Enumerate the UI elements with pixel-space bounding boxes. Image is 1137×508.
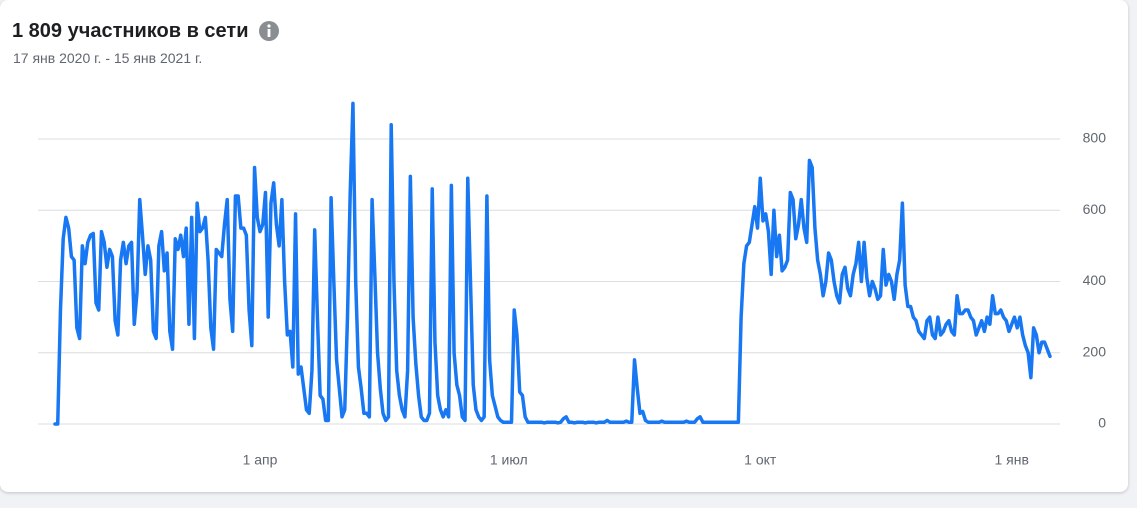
x-tick-label: 1 янв <box>995 452 1029 468</box>
info-icon[interactable] <box>259 21 279 41</box>
x-tick-label: 1 окт <box>744 452 777 468</box>
x-tick-label: 1 июл <box>490 452 528 468</box>
card: 1 809 участников в сети 17 янв 2020 г. -… <box>0 0 1128 492</box>
y-tick-label: 200 <box>1083 343 1107 359</box>
y-tick-label: 600 <box>1083 201 1107 217</box>
x-tick-label: 1 апр <box>243 452 278 468</box>
line <box>53 101 1052 426</box>
chart: 0 200 400 600 800 1 апр 1 июл 1 окт 1 янв <box>38 21 1107 468</box>
chart-title: 1 809 участников в сети <box>12 20 249 42</box>
y-tick-label: 400 <box>1083 272 1107 288</box>
chart-subtitle: 17 янв 2020 г. - 15 янв 2021 г. <box>13 50 203 66</box>
y-tick-label: 800 <box>1083 130 1107 146</box>
y-tick-label: 0 <box>1098 415 1106 431</box>
